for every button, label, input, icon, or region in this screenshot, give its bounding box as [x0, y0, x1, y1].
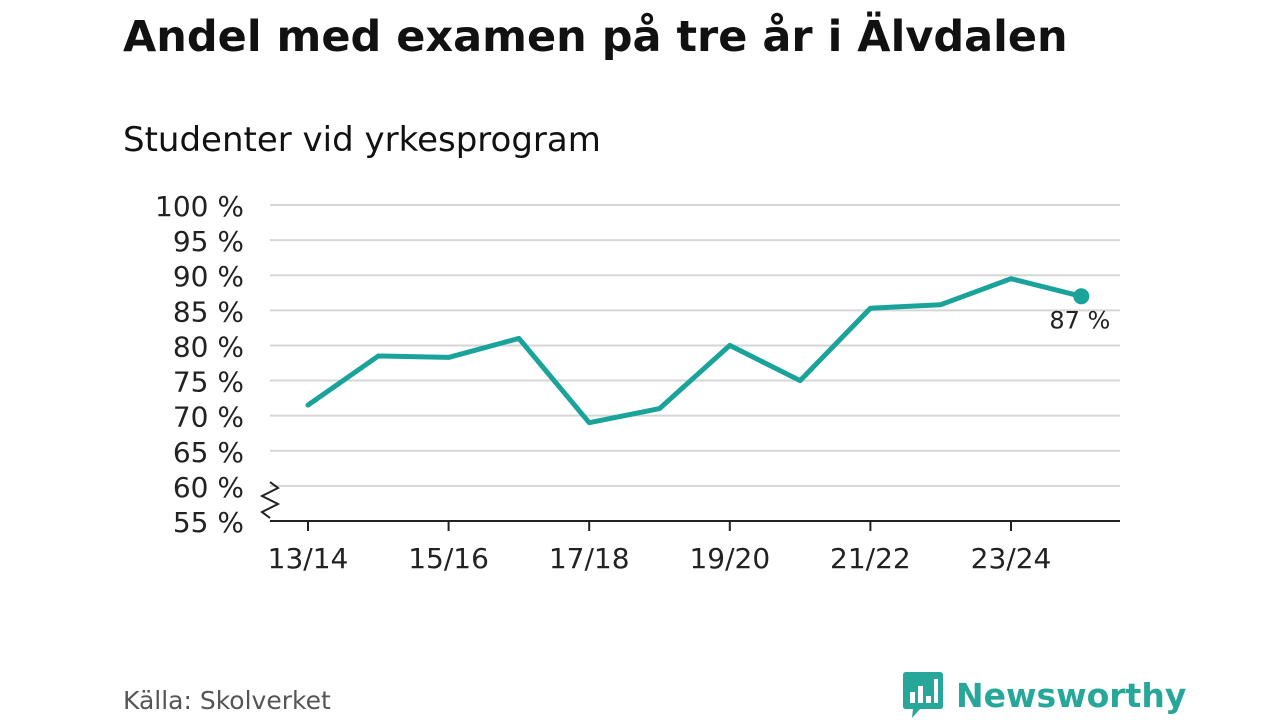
y-tick-label: 75 % [173, 366, 244, 399]
x-tick-label: 23/24 [971, 542, 1052, 575]
x-axis-tick-labels: 13/14 15/16 17/18 19/20 21/22 23/24 [268, 521, 1052, 575]
series-line: 87 % [305, 276, 1110, 426]
x-tick-label: 13/14 [268, 542, 349, 575]
y-tick-label: 70 % [173, 401, 244, 434]
source-note: Källa: Skolverket [123, 686, 331, 715]
grid-lines [270, 204, 1120, 487]
chart-bubble-icon [903, 672, 943, 718]
axis-break-icon [259, 481, 281, 519]
y-tick-label: 85 % [173, 295, 244, 328]
y-axis-tick-labels: 55 %60 %65 %70 %75 %80 %85 %90 %95 %100 … [155, 190, 244, 539]
y-tick-label: 65 % [173, 436, 244, 469]
y-tick-label: 55 % [173, 506, 244, 539]
chart-title: Andel med examen på tre år i Älvdalen [123, 12, 1068, 62]
brand-logo: Newsworthy [902, 670, 1186, 720]
y-tick-label: 95 % [173, 225, 244, 258]
x-tick-label: 19/20 [689, 542, 770, 575]
last-data-point [1073, 288, 1090, 305]
x-tick-label: 21/22 [830, 542, 911, 575]
chart-subtitle: Studenter vid yrkesprogram [123, 120, 601, 160]
last-value-label: 87 % [1049, 306, 1110, 334]
y-tick-label: 100 % [155, 190, 244, 223]
x-tick-label: 17/18 [549, 542, 630, 575]
y-tick-label: 60 % [173, 471, 244, 504]
x-tick-label: 15/16 [408, 542, 489, 575]
axis-break-zigzag [259, 481, 281, 519]
brand-name: Newsworthy [956, 675, 1187, 715]
series-line-path [305, 276, 1084, 426]
y-tick-label: 80 % [173, 330, 244, 363]
y-tick-label: 90 % [173, 260, 244, 293]
